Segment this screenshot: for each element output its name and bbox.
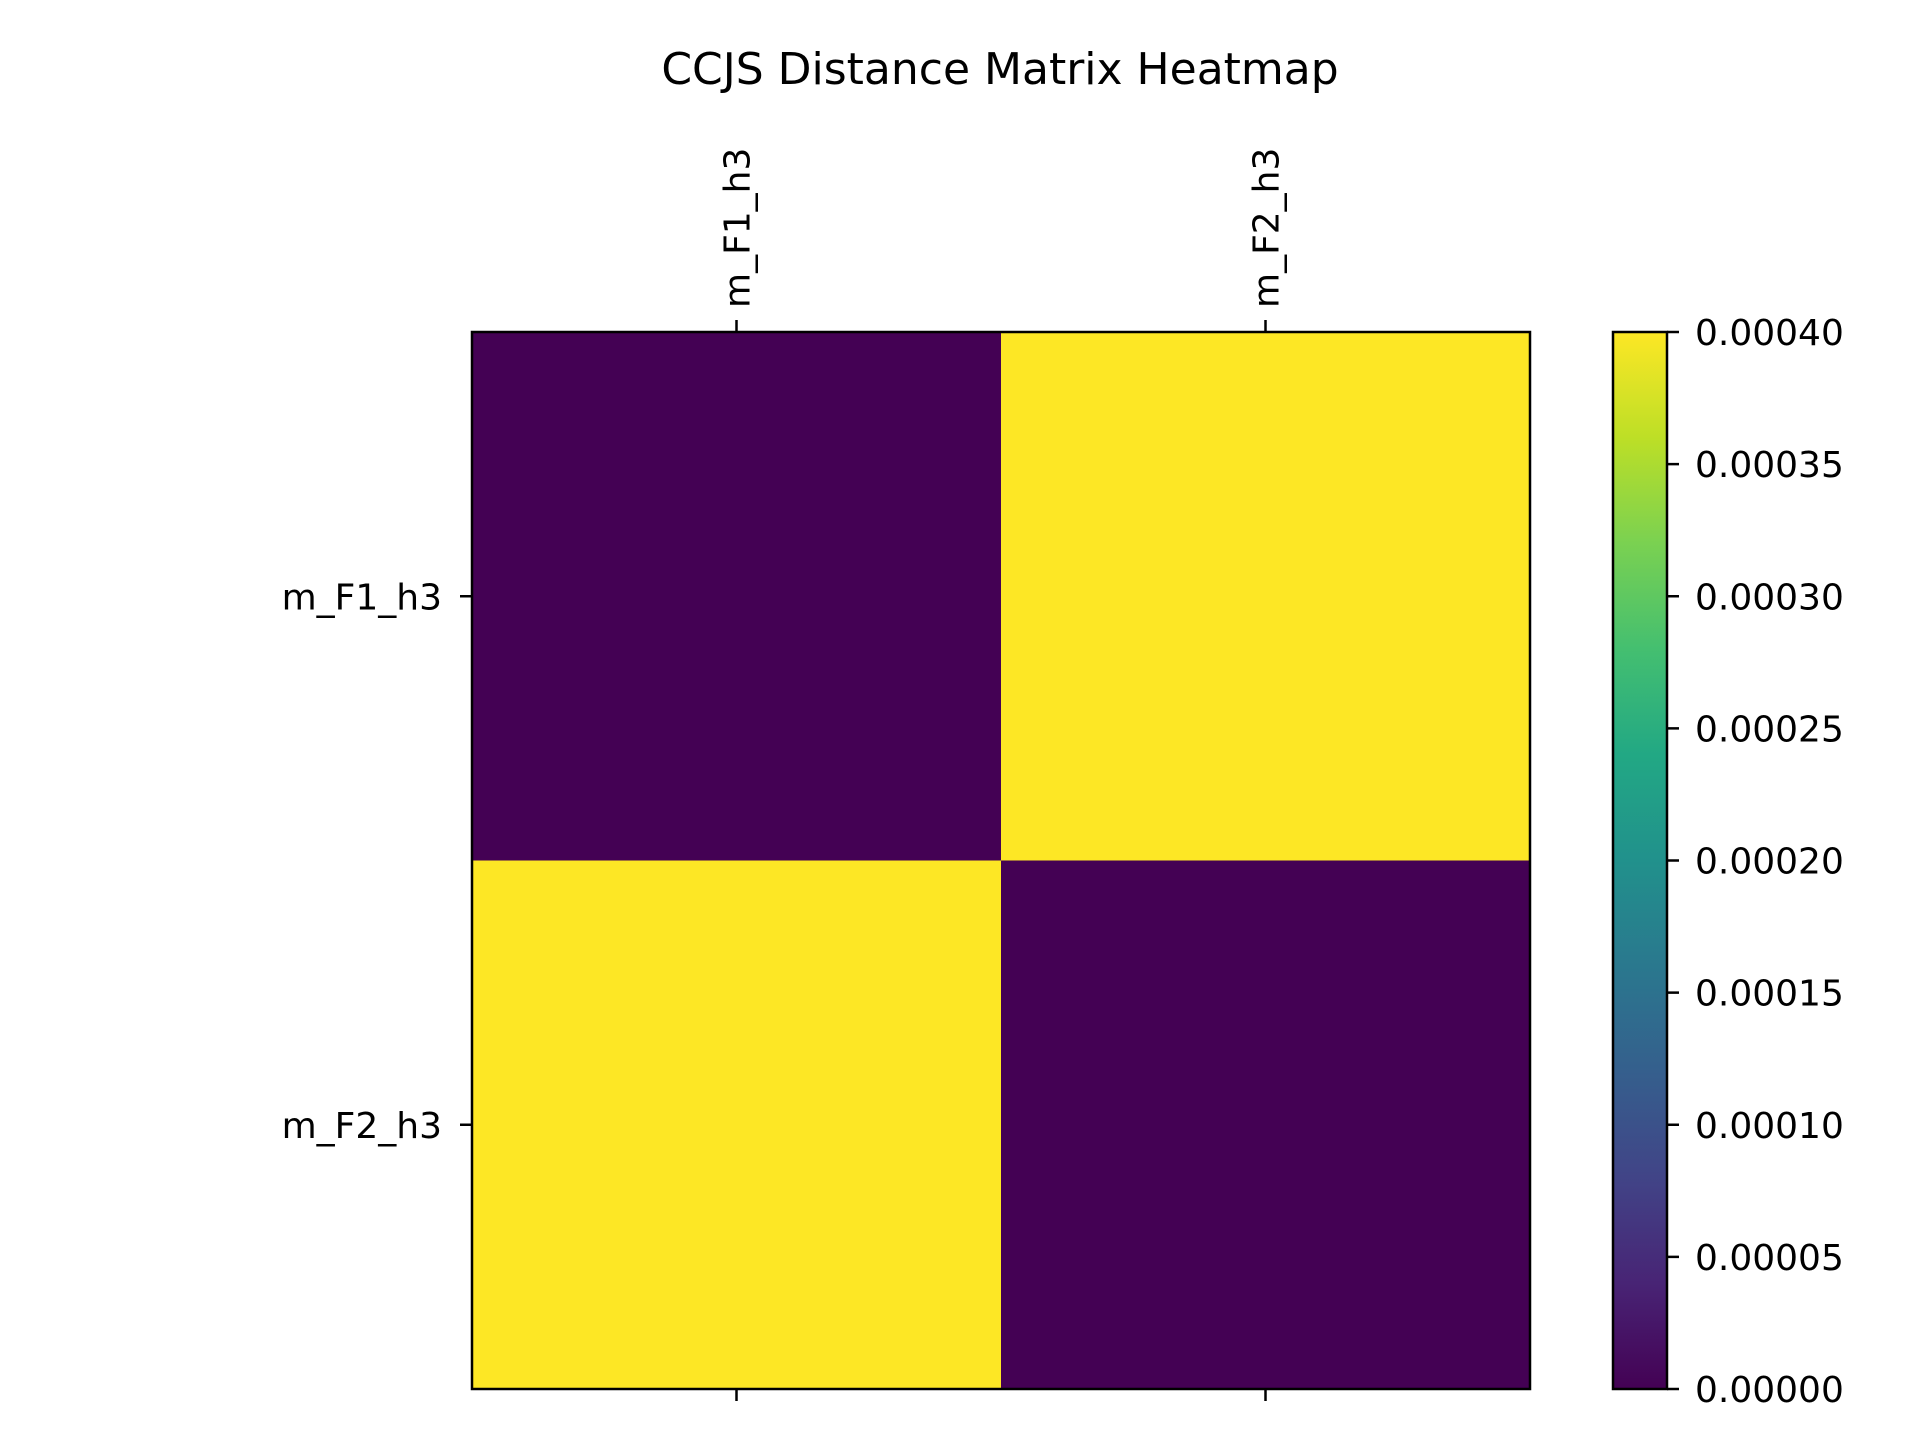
y-axis-ticks: m_F1_h3 m_F2_h3: [282, 577, 472, 1147]
x-axis-ticks: m_F1_h3 m_F2_h3: [718, 148, 1288, 1401]
colorbar-tick-label: 0.00030: [1695, 577, 1844, 618]
colorbar-gradient: [1613, 332, 1667, 1389]
plot-frame: [470, 330, 1532, 1391]
colorbar-tick-label: 0.00035: [1695, 445, 1844, 486]
x-tick-label: m_F1_h3: [718, 148, 759, 308]
heatmap-cells: [472, 332, 1531, 1390]
y-tick-label: m_F2_h3: [282, 1106, 442, 1147]
colorbar-tick-label: 0.00020: [1695, 842, 1844, 883]
heatmap-cell: [1001, 332, 1531, 862]
colorbar-tick-label: 0.00015: [1695, 974, 1844, 1015]
colorbar-tick-label: 0.00040: [1695, 313, 1844, 354]
heatmap-cell: [1001, 860, 1531, 1390]
colorbar-tick-label: 0.00025: [1695, 709, 1844, 750]
colorbar-tick-label: 0.00010: [1695, 1106, 1844, 1147]
colorbar-ticks: 0.00000 0.00005 0.00010 0.00015 0.00020 0.000…: [1667, 313, 1844, 1411]
heatmap-cell: [472, 332, 1002, 862]
chart-title: CCJS Distance Matrix Heatmap: [661, 44, 1338, 95]
colorbar: 0.00000 0.00005 0.00010 0.00015 0.00020 0.000…: [1611, 313, 1844, 1411]
x-tick-label: m_F2_h3: [1247, 148, 1288, 308]
y-tick-label: m_F1_h3: [282, 577, 442, 618]
colorbar-tick-label: 0.00005: [1695, 1238, 1844, 1279]
colorbar-tick-label: 0.00000: [1695, 1370, 1844, 1411]
heatmap-cell: [472, 860, 1002, 1390]
